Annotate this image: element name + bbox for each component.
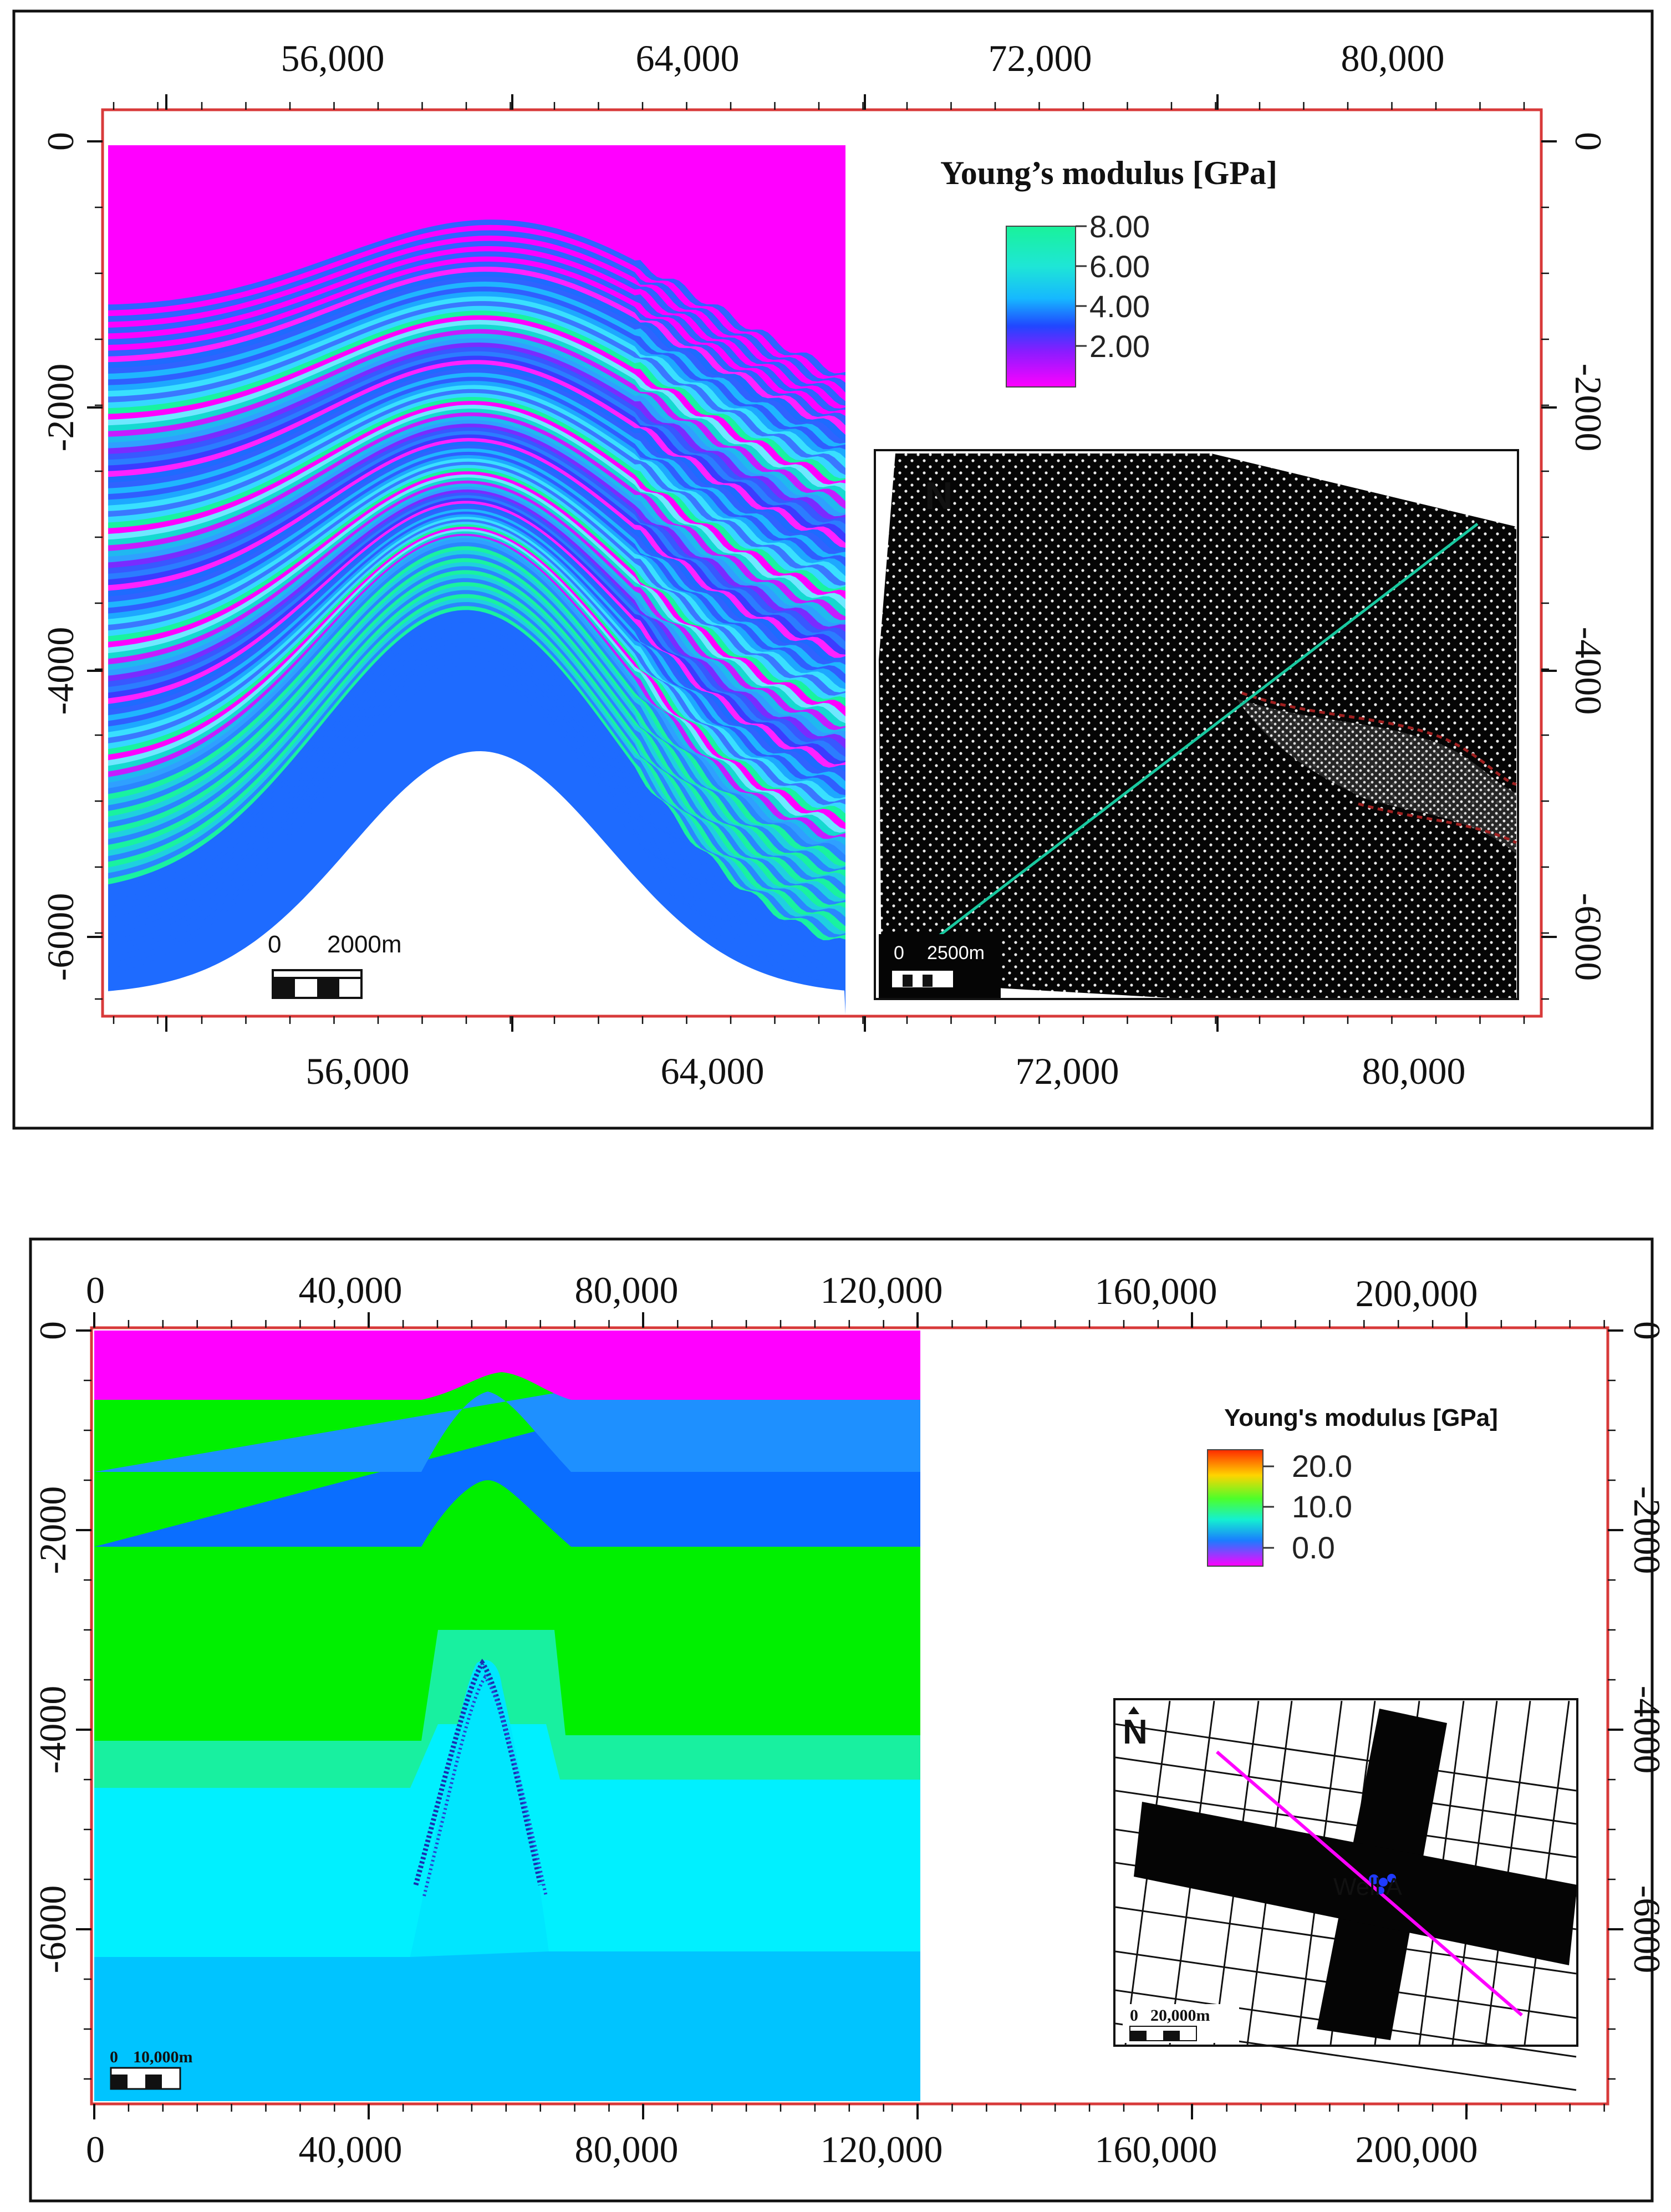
- colorbar-gradient: [1207, 1449, 1264, 1567]
- scale-bar-length: 2000m: [327, 931, 402, 958]
- tick-label: 80,000: [575, 1269, 679, 1311]
- panel-a-x-bottom-labels: 56,000 64,000 72,000 80,000: [306, 1050, 1466, 1092]
- well-trace-line: [929, 523, 1479, 944]
- scale-bar-zero: 0: [110, 2048, 118, 2066]
- tick-label: 72,000: [989, 37, 1092, 79]
- colorbar-label: 6.00: [1089, 249, 1150, 284]
- well-label: Well A: [1333, 1873, 1403, 1900]
- panel-a-scale-bar: 0 2000m: [268, 931, 402, 999]
- scale-bar-zero: 0: [268, 931, 281, 958]
- north-arrow-icon: N: [1123, 1713, 1148, 1751]
- tick-label: 56,000: [281, 37, 385, 79]
- tick-label: 120,000: [821, 2128, 943, 2170]
- tick-label: 0: [1626, 1321, 1668, 1340]
- colorbar-label: 20.0: [1292, 1449, 1352, 1484]
- well-section-line: [1216, 1750, 1523, 2017]
- tick-label: 56,000: [306, 1050, 410, 1092]
- tick-label: 80,000: [1341, 37, 1445, 79]
- tick-label: -6000: [1567, 893, 1609, 981]
- inset-scale-zero: 0: [894, 942, 904, 964]
- colorbar-label: 4.00: [1089, 289, 1150, 324]
- tick-label: 72,000: [1016, 1050, 1119, 1092]
- tick-label: -2000: [32, 1486, 74, 1574]
- panel-b-scale-bar: 0 10,000m: [110, 2048, 193, 2090]
- colorbar-label: 10.0: [1292, 1489, 1352, 1524]
- panel-b-colorbar: Young's modulus [GPa] 20.0 10.0 0.0: [1207, 1404, 1498, 1567]
- colorbar-title: Young’s modulus [GPa]: [940, 155, 1277, 191]
- panel-a-y-right-labels: 0 -2000 -4000 -6000: [1567, 132, 1609, 981]
- tick-label: 40,000: [299, 2128, 403, 2170]
- panel-a-axes-frame: [101, 108, 1543, 1018]
- panel-b-y-left-labels: 0 -2000 -4000 -6000: [32, 1321, 74, 1973]
- panel-b-inset-map: Well A N 0 20,000m: [1113, 1698, 1578, 2091]
- tick-label: 120,000: [821, 1269, 943, 1311]
- north-arrow-icon: N: [925, 474, 953, 517]
- colorbar-label: 0.0: [1292, 1530, 1335, 1565]
- tick-label: 160,000: [1095, 1270, 1217, 1312]
- panel-a-colorbar: Young’s modulus [GPa] 8.00 6.00 4.00 2.0…: [940, 155, 1277, 388]
- tick-label: -6000: [39, 893, 81, 981]
- well-cluster-icon: [1369, 1874, 1396, 1894]
- panel-a: 56,000 64,000 72,000 80,000 56,000 64,00…: [12, 9, 1654, 1130]
- panel-b-x-bottom-labels: 0 40,000 80,000 120,000 160,000 200,000: [86, 2128, 1478, 2170]
- tick-label: 200,000: [1356, 1272, 1478, 1314]
- colorbar-label: 8.00: [1089, 209, 1150, 244]
- colorbar-gradient: [1006, 226, 1076, 388]
- tick-label: 0: [1567, 132, 1609, 151]
- inset-scale-zero: 0: [1130, 2006, 1138, 2025]
- scale-bar-length: 10,000m: [133, 2048, 193, 2066]
- panel-a-minor-ticks: [95, 102, 1549, 1024]
- panel-b-cross-section: [94, 1331, 923, 2101]
- tick-label: 80,000: [575, 2128, 679, 2170]
- tick-label: -6000: [32, 1885, 74, 1974]
- tick-label: 64,000: [661, 1050, 765, 1092]
- tick-label: -4000: [1567, 627, 1609, 715]
- tick-label: -6000: [1626, 1885, 1668, 1974]
- tick-label: -4000: [1626, 1686, 1668, 1774]
- tick-label: -4000: [39, 627, 81, 715]
- tick-label: 0: [32, 1321, 74, 1340]
- tick-label: 0: [86, 1269, 105, 1311]
- inset-scale-length: 2500m: [927, 942, 985, 964]
- panel-b-x-top-labels: 0 40,000 80,000 120,000 160,000 200,000: [86, 1269, 1478, 1314]
- colorbar-label: 2.00: [1089, 329, 1150, 364]
- tick-label: -2000: [39, 364, 81, 452]
- inset-scale-length: 20,000m: [1150, 2006, 1210, 2025]
- tick-label: 0: [86, 2128, 105, 2170]
- colorbar-title: Young's modulus [GPa]: [1224, 1404, 1498, 1431]
- panel-a-inset-map: N 0 2500m: [874, 449, 1519, 1000]
- panel-a-cross-section: [108, 145, 845, 1015]
- tick-label: -2000: [1567, 364, 1609, 452]
- tick-label: 64,000: [636, 37, 740, 79]
- panel-a-y-left-labels: 0 -2000 -4000 -6000: [39, 132, 81, 981]
- tick-label: -4000: [32, 1686, 74, 1774]
- tick-label: 80,000: [1362, 1050, 1466, 1092]
- tick-label: -2000: [1626, 1486, 1668, 1574]
- panel-b-y-right-labels: 0 -2000 -4000 -6000: [1626, 1321, 1668, 1973]
- tick-label: 0: [39, 132, 81, 151]
- tick-label: 160,000: [1095, 2128, 1217, 2170]
- tick-label: 200,000: [1356, 2128, 1478, 2170]
- panel-a-x-top-labels: 56,000 64,000 72,000 80,000: [281, 37, 1445, 79]
- tick-label: 40,000: [299, 1269, 403, 1311]
- panel-b: 0 40,000 80,000 120,000 160,000 200,000 …: [29, 1237, 1668, 2203]
- panel-b-minor-ticks: [84, 1320, 1616, 2112]
